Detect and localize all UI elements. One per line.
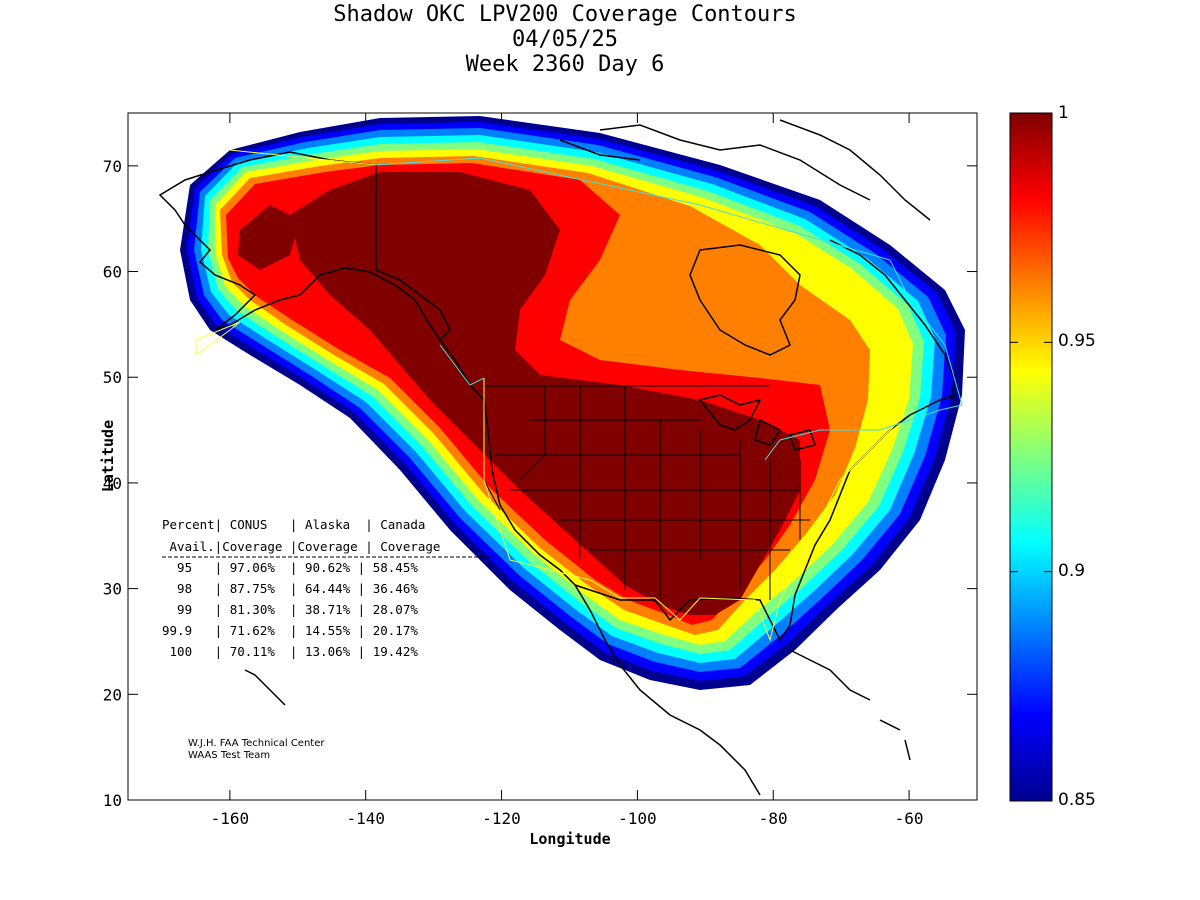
x-tick-label: -120 (482, 809, 521, 828)
y-tick-label: 50 (103, 368, 122, 387)
credit-center: W.J.H. FAA Technical Center (188, 738, 325, 749)
stats-row-95: 95 | 97.06% | 90.62% | 58.45% (162, 560, 418, 575)
stats-row-99-9: 99.9 | 71.62% | 14.55% | 20.17% (162, 623, 418, 638)
y-tick-label: 20 (103, 685, 122, 704)
region-boundaries (195, 149, 963, 642)
stats-row-100: 100 | 70.11% | 13.06% | 19.42% (162, 644, 418, 659)
map-week-day: Week 2360 Day 6 (465, 52, 665, 77)
caribbean (789, 649, 911, 761)
colorbar-label-0-85: 0.85 (1058, 790, 1096, 810)
colorbar-ticks (1010, 112, 1052, 802)
stats-header-2: Avail.|Coverage |Coverage | Coverage (162, 539, 441, 554)
map-date: 04/05/25 (512, 27, 618, 52)
stats-header-1: Percent| CONUS | Alaska | Canada (162, 517, 426, 532)
y-tick-label: 10 (103, 791, 122, 810)
colorbar (1009, 112, 1053, 802)
y-tick-label: 70 (103, 157, 122, 176)
x-tick-label: -60 (895, 809, 924, 828)
x-axis-ticks: -160 -140 -120 -100 -80 -60 (211, 113, 924, 828)
stats-row-98: 98 | 87.75% | 64.44% | 36.46% (162, 581, 418, 596)
great-lakes (698, 394, 816, 451)
x-tick-label: -160 (211, 809, 250, 828)
y-axis-ticks: 10 20 30 40 50 60 70 (103, 157, 977, 810)
hawaii (244, 669, 286, 706)
stats-row-99: 99 | 81.30% | 38.71% | 28.07% (162, 602, 418, 617)
y-tick-label: 30 (103, 580, 122, 599)
hudson-bay (689, 244, 801, 356)
x-tick-label: -80 (759, 809, 788, 828)
plot-frame (127, 112, 978, 801)
coverage-contours (180, 116, 965, 690)
colorbar-label-1: 1 (1058, 103, 1069, 123)
y-tick-label: 40 (103, 474, 122, 493)
y-tick-label: 60 (103, 263, 122, 282)
contour-1-00-west (238, 205, 300, 270)
x-tick-label: -140 (346, 809, 385, 828)
colorbar-label-0-9: 0.9 (1058, 561, 1086, 581)
map-title: Shadow OKC LPV200 Coverage Contours (333, 2, 797, 27)
colorbar-label-0-95: 0.95 (1058, 331, 1096, 351)
arctic-islands (559, 119, 931, 221)
pacific-coast (439, 339, 761, 796)
credit-team: WAAS Test Team (188, 750, 271, 761)
x-axis-label: Longitude (529, 830, 610, 848)
state-borders (483, 385, 810, 600)
x-tick-label: -100 (618, 809, 657, 828)
y-axis-label: Latitude (99, 420, 117, 492)
